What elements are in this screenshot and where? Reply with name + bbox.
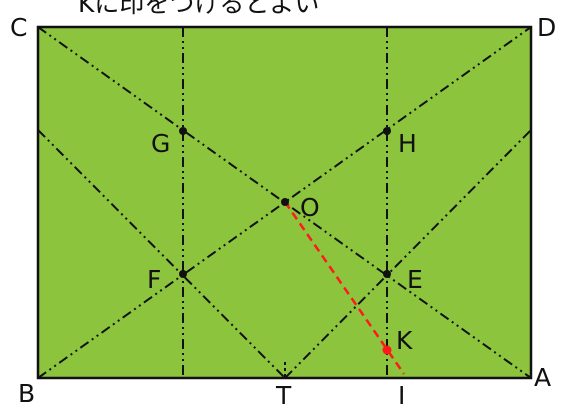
label-i: I [398, 381, 405, 410]
label-d: D [537, 13, 556, 42]
point-h [383, 127, 391, 135]
point-k [382, 345, 392, 355]
caption-text: Kに印をつけるとよい [78, 0, 319, 18]
label-t: T [275, 381, 292, 410]
label-f: F [147, 265, 161, 294]
point-g [179, 127, 187, 135]
label-b: B [18, 379, 35, 408]
point-f [179, 270, 187, 278]
label-k: K [396, 326, 413, 355]
label-e: E [407, 265, 423, 294]
label-a: A [534, 363, 551, 392]
label-o: O [300, 193, 320, 222]
point-o [281, 198, 289, 206]
point-e [383, 270, 391, 278]
fold-right-down [284, 129, 532, 379]
highlight-line-o-k [283, 201, 406, 375]
label-h: H [398, 129, 417, 158]
fold-left-down [37, 129, 286, 379]
label-g: G [151, 129, 170, 158]
label-c: C [10, 13, 27, 42]
